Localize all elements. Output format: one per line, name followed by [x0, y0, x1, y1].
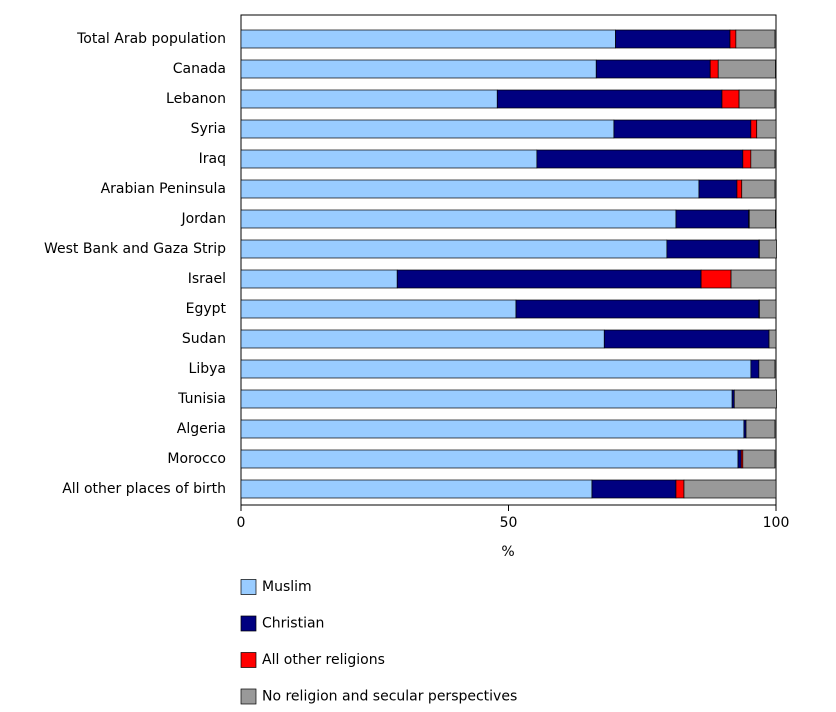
bar-segment: [240, 329, 605, 349]
y-tick-label: Israel: [188, 271, 226, 287]
y-tick-label: Canada: [173, 61, 226, 77]
bar-segment: [745, 419, 776, 439]
legend-swatch: [240, 652, 257, 668]
bar-segment: [729, 29, 737, 49]
bar-segment: [240, 29, 616, 49]
bar-segment: [759, 299, 777, 319]
bar-segment: [733, 389, 777, 409]
bar-segment: [613, 119, 752, 139]
y-tick-label: Libya: [189, 361, 226, 377]
x-tick-label: 0: [237, 515, 246, 531]
bar-segment: [240, 149, 538, 169]
y-tick-label: Jordan: [180, 211, 226, 227]
y-tick-label: Iraq: [199, 151, 226, 167]
y-tick-label: Sudan: [182, 331, 226, 347]
bar-segment: [721, 89, 740, 109]
bar-segment: [756, 119, 777, 139]
bar-segment: [768, 329, 777, 349]
bar-segment: [738, 89, 776, 109]
legend-label: Muslim: [262, 579, 312, 595]
bar-segment: [595, 59, 711, 79]
bar-segment: [736, 179, 743, 199]
y-tick-label: Algeria: [177, 421, 226, 437]
y-tick-label: Arabian Peninsula: [101, 181, 226, 197]
bar-segment: [240, 419, 745, 439]
bar-segment: [758, 359, 776, 379]
legend-label: All other religions: [262, 652, 385, 668]
y-tick-label: Total Arab population: [76, 31, 226, 47]
bar-segment: [591, 479, 677, 499]
legend-swatch: [240, 615, 257, 632]
x-tick-label: 50: [500, 515, 518, 531]
bar-segment: [730, 269, 777, 289]
bar-segment: [737, 449, 742, 469]
bar-segment: [742, 449, 776, 469]
bar-segment: [240, 209, 677, 229]
bar-segment: [717, 59, 776, 79]
x-axis-label: %: [501, 544, 514, 560]
bar-segment: [750, 359, 760, 379]
bar-segment: [750, 149, 776, 169]
bar-segment: [675, 479, 685, 499]
bar-segment: [240, 389, 733, 409]
legend-swatch: [240, 579, 257, 595]
bar-segment: [240, 299, 517, 319]
bar-segment: [683, 479, 777, 499]
bar-segment: [240, 359, 752, 379]
bar-segment: [240, 239, 668, 259]
y-tick-label: Tunisia: [177, 391, 226, 407]
bar-segment: [536, 149, 744, 169]
bar-segment: [750, 119, 758, 139]
bar-segment: [666, 239, 760, 259]
bar-segment: [700, 269, 732, 289]
bar-segment: [709, 59, 719, 79]
bar-segment: [615, 29, 731, 49]
bar-segment: [698, 179, 738, 199]
y-tick-label: All other places of birth: [62, 481, 226, 497]
bar-segment: [742, 149, 752, 169]
legend-label: No religion and secular perspectives: [262, 689, 517, 705]
bar-segment: [396, 269, 702, 289]
y-tick-label: Morocco: [167, 451, 226, 467]
bar-segment: [240, 119, 615, 139]
bar-segment: [240, 479, 593, 499]
bar-segment: [240, 179, 700, 199]
bar-segment: [240, 89, 498, 109]
x-tick-label: 100: [763, 515, 790, 531]
y-tick-label: West Bank and Gaza Strip: [44, 241, 226, 257]
legend-swatch: [240, 688, 257, 705]
y-tick-label: Egypt: [186, 301, 227, 317]
bar-segment: [603, 329, 770, 349]
bar-segment: [759, 239, 777, 259]
bar-segment: [515, 299, 760, 319]
bar-segment: [496, 89, 723, 109]
bar-segment: [735, 29, 776, 49]
bar-segment: [741, 179, 776, 199]
y-tick-label: Syria: [191, 121, 226, 137]
bar-segment: [675, 209, 750, 229]
bar-segment: [240, 449, 739, 469]
bar-segment: [240, 269, 398, 289]
legend-label: Christian: [262, 616, 324, 632]
y-tick-label: Lebanon: [166, 91, 226, 107]
bar-segment: [748, 209, 776, 229]
bar-segment: [240, 59, 597, 79]
